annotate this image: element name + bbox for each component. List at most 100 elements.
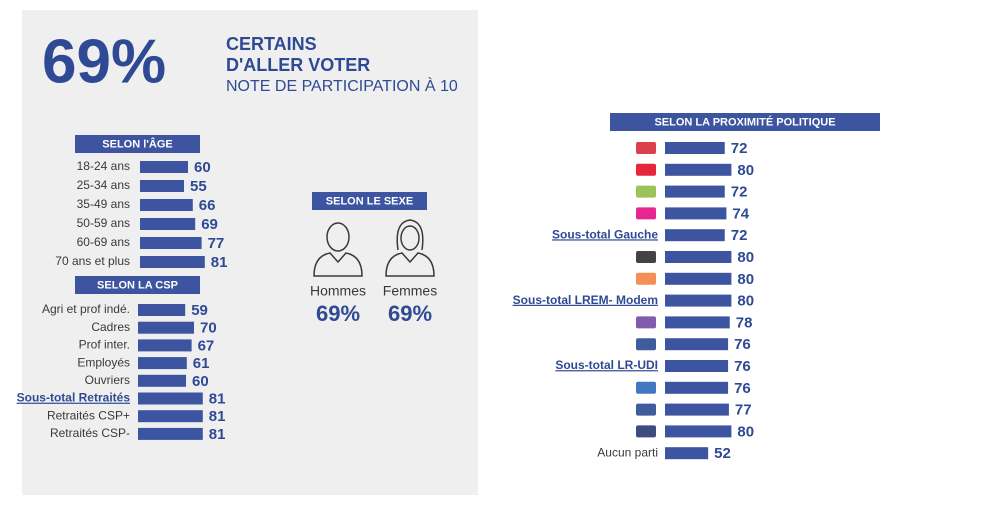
bar	[665, 272, 732, 285]
value-label: 55	[190, 178, 207, 195]
party-logo	[636, 425, 656, 438]
value-label: 69%	[388, 301, 432, 326]
bar	[665, 207, 727, 220]
bar	[665, 142, 725, 154]
bar	[665, 229, 725, 242]
value-label: 77	[208, 235, 225, 252]
bar	[665, 447, 709, 460]
value-label: 69	[201, 216, 218, 233]
value-label: 78	[736, 314, 753, 331]
section-title: SELON LE SEXE	[326, 195, 413, 207]
bar	[140, 218, 196, 230]
bar	[665, 163, 732, 176]
value-label: 81	[209, 390, 226, 407]
value-label: 81	[211, 254, 228, 271]
party-logo	[636, 316, 656, 329]
party-logo	[636, 251, 656, 263]
value-label: 80	[737, 249, 754, 266]
category-label: Sous-total LREM- Modem	[513, 293, 658, 307]
headline-line: NOTE DE PARTICIPATION À 10	[226, 76, 458, 95]
bar	[138, 321, 194, 334]
bar	[138, 374, 186, 387]
section-title: SELON LA PROXIMITÉ POLITIQUE	[654, 115, 835, 128]
category-label: Employés	[77, 355, 130, 369]
category-label: 50-59 ans	[77, 216, 130, 230]
value-label: 60	[194, 159, 211, 176]
category-label: Sous-total LR-UDI	[555, 358, 658, 372]
value-label: 72	[731, 227, 748, 244]
value-label: 80	[737, 293, 754, 310]
category-label: 60-69 ans	[77, 235, 130, 249]
section-title: SELON l'ÂGE	[102, 137, 172, 150]
section-title-box	[75, 276, 200, 294]
value-label: 80	[737, 162, 754, 179]
bar	[140, 256, 205, 268]
party-logo	[636, 381, 656, 394]
headline-line: D'ALLER VOTER	[226, 55, 370, 75]
category-label: 35-49 ans	[77, 197, 130, 211]
value-label: 61	[193, 355, 210, 372]
category-label: Agri et prof indé.	[42, 302, 130, 316]
value-label: 76	[734, 380, 751, 397]
value-label: 52	[714, 445, 731, 462]
bar	[138, 357, 187, 370]
value-label: 77	[735, 402, 752, 419]
value-label: 72	[731, 184, 748, 201]
category-label: Sous-total Gauche	[552, 227, 658, 241]
category-label: 25-34 ans	[77, 178, 130, 192]
category-label: Femmes	[383, 283, 437, 299]
category-label: Retraités CSP-	[50, 426, 130, 440]
bar	[138, 410, 203, 423]
party-logo	[636, 163, 656, 176]
bar	[665, 381, 729, 394]
bar	[140, 161, 188, 173]
section-title: SELON LA CSP	[97, 279, 178, 291]
bar	[665, 360, 729, 372]
section-title-box	[610, 113, 880, 131]
value-label: 76	[734, 358, 751, 375]
headline-figure: 69%	[42, 27, 166, 96]
man-icon	[313, 222, 363, 277]
headline-line: CERTAINS	[226, 34, 317, 54]
category-label: Retraités CSP+	[47, 408, 130, 422]
bar	[665, 338, 729, 351]
value-label: 81	[209, 426, 226, 443]
bar	[665, 251, 732, 263]
category-label: Sous-total Retraités	[17, 391, 131, 405]
bar	[138, 392, 203, 405]
value-label: 66	[199, 197, 216, 214]
section-title-box	[75, 135, 200, 153]
bar	[138, 304, 186, 316]
bar	[138, 427, 203, 440]
category-label: Cadres	[91, 320, 130, 334]
value-label: 67	[198, 337, 215, 354]
bar	[665, 403, 729, 416]
bar	[665, 425, 732, 438]
value-label: 60	[192, 373, 209, 390]
category-label: 18-24 ans	[77, 159, 130, 173]
category-label: Hommes	[310, 283, 366, 299]
category-label: 70 ans et plus	[55, 254, 130, 268]
value-label: 81	[209, 408, 226, 425]
bar	[140, 199, 193, 211]
party-logo	[636, 142, 656, 154]
woman-icon	[385, 219, 435, 277]
value-label: 76	[734, 336, 751, 353]
party-logo	[636, 185, 656, 198]
value-label: 80	[737, 423, 754, 440]
value-label: 74	[732, 205, 749, 222]
section-title-box	[312, 192, 427, 210]
category-label: Aucun parti	[597, 445, 658, 459]
bar	[665, 294, 732, 307]
bar	[140, 180, 184, 192]
party-logo	[636, 403, 656, 416]
bar	[140, 237, 202, 249]
category-label: Prof inter.	[79, 338, 130, 352]
party-logo	[636, 338, 656, 351]
category-label: Ouvriers	[85, 373, 130, 387]
value-label: 69%	[316, 301, 360, 326]
value-label: 72	[731, 140, 748, 157]
bar	[665, 185, 725, 198]
value-label: 70	[200, 320, 217, 337]
